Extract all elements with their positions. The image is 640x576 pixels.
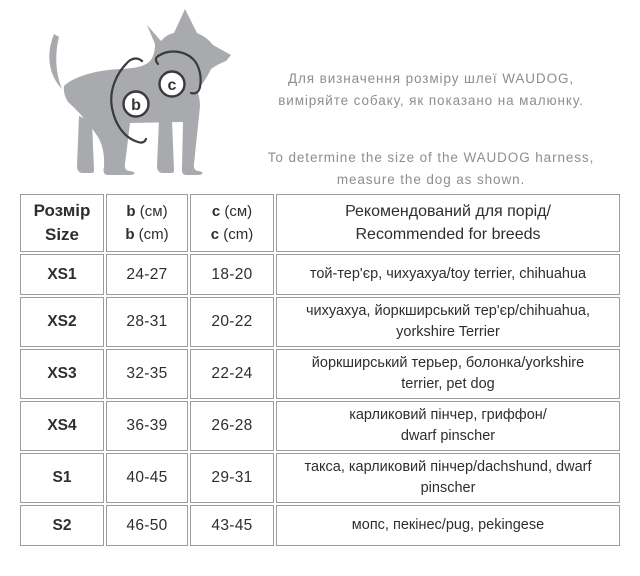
header-b-uk: b (см): [126, 203, 168, 220]
dog-far-rear-leg: [77, 116, 94, 173]
breeds-value: той-тер'єр, чихуахуа/toy terrier, chihua…: [276, 254, 620, 295]
table-row: XS1 24-27 18-20 той-тер'єр, чихуахуа/toy…: [20, 254, 620, 295]
girth-measure-band: [110, 57, 148, 144]
size-value: S2: [20, 505, 104, 546]
marker-b-circle: [122, 90, 150, 118]
b-range-value: 24-27: [106, 254, 188, 295]
header-c-en: c (cm): [210, 226, 254, 243]
header-c-uk: c (см): [211, 203, 253, 220]
table-row: XS4 36-39 26-28 карликовий пінчер, грифф…: [20, 401, 620, 451]
b-range-value: 40-45: [106, 453, 188, 503]
table-header-row: Розмір Size b (см) b (cm) c (см) c (cm) …: [20, 194, 620, 252]
table-row: XS3 32-35 22-24 йоркширський терьер, бол…: [20, 349, 620, 399]
c-range-value: 20-22: [190, 297, 274, 347]
c-range-value: 18-20: [190, 254, 274, 295]
b-range-value: 36-39: [106, 401, 188, 451]
size-value: XS4: [20, 401, 104, 451]
breeds-value: такса, карликовий пінчер/dachshund, dwar…: [276, 453, 620, 503]
c-range-value: 22-24: [190, 349, 274, 399]
neck-measure-band: [154, 50, 202, 95]
dog-tail: [49, 34, 62, 89]
breeds-value: мопс, пекінес/pug, pekingese: [276, 505, 620, 546]
b-range-value: 46-50: [106, 505, 188, 546]
b-range-value: 32-35: [106, 349, 188, 399]
breeds-value: карликовий пінчер, гриффон/ dwarf pinsch…: [276, 401, 620, 451]
size-value: XS3: [20, 349, 104, 399]
marker-b-label: b: [131, 97, 141, 114]
dog-illustration: b c: [49, 9, 232, 175]
header-c-measure: c (см) c (cm): [190, 194, 274, 252]
size-chart-table: Розмір Size b (см) b (cm) c (см) c (cm) …: [18, 192, 622, 548]
breeds-value: чихуахуа, йоркширський тер'єр/chihuahua,…: [276, 297, 620, 347]
size-value: S1: [20, 453, 104, 503]
size-value: XS2: [20, 297, 104, 347]
b-range-value: 28-31: [106, 297, 188, 347]
c-range-value: 26-28: [190, 401, 274, 451]
header-size: Розмір Size: [20, 194, 104, 252]
header-b-en: b (cm): [125, 226, 169, 243]
header-breeds: Рекомендований для порід/ Recommended fo…: [276, 194, 620, 252]
marker-c-label: c: [168, 77, 177, 94]
size-value: XS1: [20, 254, 104, 295]
instruction-text-uk: Для визначення розміру шлеї WAUDOG, вимі…: [278, 71, 584, 108]
dog-silhouette: [63, 9, 232, 175]
instruction-text-en: To determine the size of the WAUDOG harn…: [267, 150, 595, 187]
breeds-value: йоркширський терьер, болонка/yorkshire t…: [276, 349, 620, 399]
c-range-value: 43-45: [190, 505, 274, 546]
header-b-measure: b (см) b (cm): [106, 194, 188, 252]
c-range-value: 29-31: [190, 453, 274, 503]
table-row: S2 46-50 43-45 мопс, пекінес/pug, peking…: [20, 505, 620, 546]
header-breeds-label: Рекомендований для порід/ Recommended fo…: [345, 203, 551, 243]
header-size-label: Розмір Size: [33, 201, 91, 244]
dog-far-front-leg: [157, 120, 174, 173]
sizing-instructions: Для визначення розміру шлеї WAUDOG, вимі…: [230, 46, 632, 213]
marker-c-circle: [158, 70, 186, 98]
measurement-guide-section: b c Для визначення розміру шлеї WAUDOG, …: [0, 0, 640, 188]
table-row: S1 40-45 29-31 такса, карликовий пінчер/…: [20, 453, 620, 503]
table-row: XS2 28-31 20-22 чихуахуа, йоркширський т…: [20, 297, 620, 347]
